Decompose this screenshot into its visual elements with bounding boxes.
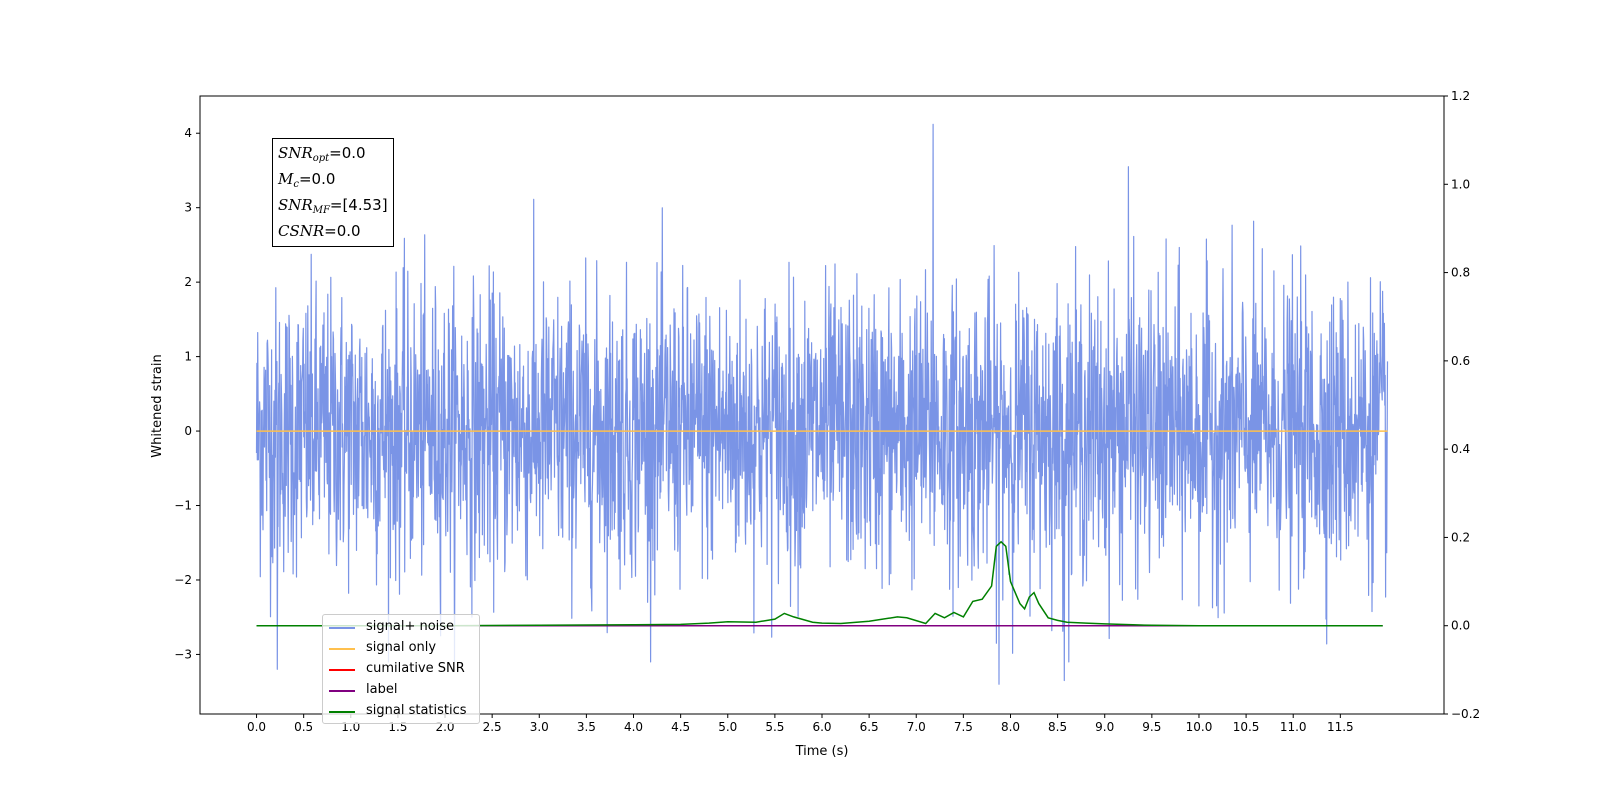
x-tick-label: 10.0 bbox=[1186, 720, 1213, 734]
y2-tick-label: 0.2 bbox=[1451, 530, 1470, 544]
x-tick-label: 3.5 bbox=[577, 720, 596, 734]
x-tick-label: 4.0 bbox=[624, 720, 643, 734]
signal-noise-line bbox=[255, 123, 1389, 685]
legend-label: signal only bbox=[366, 640, 437, 655]
y-tick-label: −2 bbox=[174, 573, 192, 587]
x-tick-label: 9.0 bbox=[1095, 720, 1114, 734]
x-tick-label: 8.5 bbox=[1048, 720, 1067, 734]
legend-item-signal-noise: signal+ noise bbox=[323, 618, 477, 638]
x-tick-label: 6.5 bbox=[860, 720, 879, 734]
legend-label: signal+ noise bbox=[366, 619, 455, 634]
y-tick-label: 0 bbox=[184, 424, 192, 438]
x-tick-label: 2.5 bbox=[483, 720, 502, 734]
x-tick-label: 3.0 bbox=[530, 720, 549, 734]
legend-swatch-signal-noise bbox=[329, 627, 355, 629]
y2-tick-label: 1.0 bbox=[1451, 177, 1470, 191]
x-tick-label: 7.5 bbox=[954, 720, 973, 734]
y2-tick-label: 0.8 bbox=[1451, 266, 1470, 280]
y2-tick-label: 0.6 bbox=[1451, 354, 1470, 368]
signal-statistics-line bbox=[256, 540, 1383, 627]
y-tick-label: −1 bbox=[174, 499, 192, 513]
csnr-line: CSNR=0.0 bbox=[278, 222, 361, 240]
y2-tick-label: 0.4 bbox=[1451, 442, 1470, 456]
y2-tick-label: 1.2 bbox=[1451, 89, 1470, 103]
y-tick-label: 1 bbox=[184, 350, 192, 364]
y-tick-label: 2 bbox=[184, 275, 192, 289]
y-tick-label: 3 bbox=[184, 201, 192, 215]
y2-tick-label: 0.0 bbox=[1451, 619, 1470, 633]
x-tick-label: 5.0 bbox=[718, 720, 737, 734]
legend: signal+ noise signal only cumilative SNR… bbox=[322, 614, 480, 724]
x-tick-label: 0.5 bbox=[294, 720, 313, 734]
signal-noise-series bbox=[255, 123, 1389, 685]
y-tick-label: 4 bbox=[184, 126, 192, 140]
stats-annotation-box: SNRopt=0.0 Mc=0.0 SNRMF=[4.53] CSNR=0.0 bbox=[272, 138, 394, 247]
legend-label: cumilative SNR bbox=[366, 661, 465, 676]
legend-label: signal statistics bbox=[366, 703, 467, 718]
x-tick-label: 7.0 bbox=[907, 720, 926, 734]
x-tick-label: 9.5 bbox=[1142, 720, 1161, 734]
x-tick-label: 4.5 bbox=[671, 720, 690, 734]
legend-item-cumulative-snr: cumilative SNR bbox=[323, 660, 477, 680]
legend-swatch-cumulative-snr bbox=[329, 669, 355, 671]
snr-opt-line: SNRopt=0.0 bbox=[278, 144, 366, 164]
x-axis-label: Time (s) bbox=[795, 744, 849, 759]
legend-label: label bbox=[366, 682, 398, 697]
y-tick-label: −3 bbox=[174, 647, 192, 661]
x-tick-label: 6.0 bbox=[812, 720, 831, 734]
snr-mf-line: SNRMF=[4.53] bbox=[278, 196, 388, 216]
legend-item-label: label bbox=[323, 681, 477, 701]
x-tick-label: 11.0 bbox=[1280, 720, 1307, 734]
legend-swatch-signal-only bbox=[329, 648, 355, 650]
y2-axis-ticks: 1.2 1.0 0.8 0.6 0.4 0.2 0.0 −0.2 bbox=[1444, 89, 1480, 721]
legend-item-signal-only: signal only bbox=[323, 639, 477, 659]
x-tick-label: 0.0 bbox=[247, 720, 266, 734]
mc-line: Mc=0.0 bbox=[278, 170, 336, 190]
x-tick-label: 11.5 bbox=[1327, 720, 1354, 734]
y2-tick-label: −0.2 bbox=[1451, 707, 1480, 721]
x-tick-label: 10.5 bbox=[1233, 720, 1260, 734]
legend-swatch-signal-statistics bbox=[329, 711, 355, 713]
legend-swatch-label bbox=[329, 690, 355, 692]
y-axis-label: Whitened strain bbox=[150, 354, 165, 457]
x-tick-label: 5.5 bbox=[765, 720, 784, 734]
x-tick-label: 8.0 bbox=[1001, 720, 1020, 734]
y-axis-ticks: 4 3 2 1 0 −1 −2 −3 bbox=[174, 126, 200, 661]
legend-item-signal-statistics: signal statistics bbox=[323, 702, 477, 722]
